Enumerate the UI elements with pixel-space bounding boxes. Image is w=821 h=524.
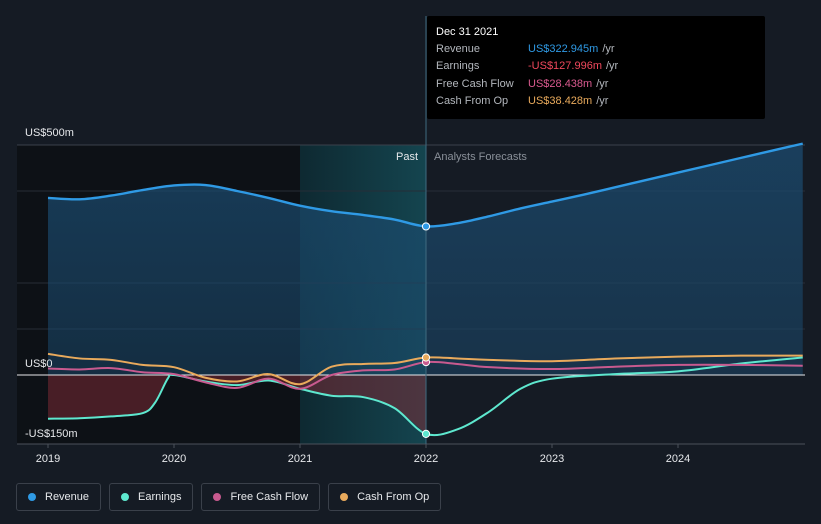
x-tick-label: 2022 (414, 453, 438, 465)
line-free-cash-flow (47, 360, 803, 390)
legend-dot-icon (340, 493, 349, 501)
earnings-area (48, 374, 426, 434)
y-tick-label-bottom: -US$150m (25, 428, 78, 440)
line-cash-from-op (47, 352, 803, 386)
legend-label: Cash From Op (357, 491, 430, 503)
x-tick-label: 2023 (540, 453, 564, 465)
y-tick-label-top: US$500m (25, 127, 74, 139)
legend-item-cash-from-op[interactable]: Cash From Op (328, 483, 442, 511)
hover-markers (421, 222, 431, 438)
marker-earnings (421, 429, 431, 438)
x-tick-label: 2020 (162, 453, 186, 465)
revenue-area (48, 143, 803, 375)
y-tick-label-zero: US$0 (25, 358, 53, 370)
x-tick-label: 2019 (36, 453, 60, 465)
tooltip-label: Earnings (436, 60, 480, 72)
tooltip-label: Free Cash Flow (436, 78, 514, 90)
tooltip-label: Revenue (436, 43, 481, 55)
past-label: Past (396, 151, 418, 163)
legend-label: Revenue (45, 491, 90, 503)
legend-dot-icon (28, 493, 36, 501)
legend-dot-icon (121, 493, 130, 501)
x-tick-label: 2021 (288, 453, 312, 465)
series-areas (48, 143, 803, 434)
tooltip-date: Dec 31 2021 (436, 26, 499, 38)
marker-revenue (421, 222, 431, 231)
legend: Revenue Earnings Free Cash Flow Cash Fro… (16, 483, 449, 511)
legend-item-revenue[interactable]: Revenue (16, 483, 102, 511)
tooltip-value: US$38.428m/yr (528, 95, 609, 107)
x-tick-label: 2024 (666, 453, 690, 465)
x-axis-ticks: 2019 2020 2021 2022 2023 2024 (36, 444, 690, 465)
tooltip-value: US$322.945m/yr (528, 43, 615, 55)
legend-item-earnings[interactable]: Earnings (109, 483, 194, 511)
tooltip: Dec 31 2021 Revenue US$322.945m/yr Earni… (427, 16, 765, 119)
tooltip-value: -US$127.996m/yr (528, 60, 619, 72)
forecast-label: Analysts Forecasts (434, 151, 527, 163)
legend-dot-icon (213, 493, 222, 501)
line-earnings (47, 356, 803, 437)
tooltip-value: US$28.438m/yr (528, 78, 609, 90)
legend-item-free-cash-flow[interactable]: Free Cash Flow (201, 483, 321, 511)
legend-label: Earnings (138, 491, 182, 503)
marker-cash-from-op (421, 353, 431, 362)
tooltip-label: Cash From Op (436, 95, 509, 107)
legend-label: Free Cash Flow (230, 491, 309, 503)
